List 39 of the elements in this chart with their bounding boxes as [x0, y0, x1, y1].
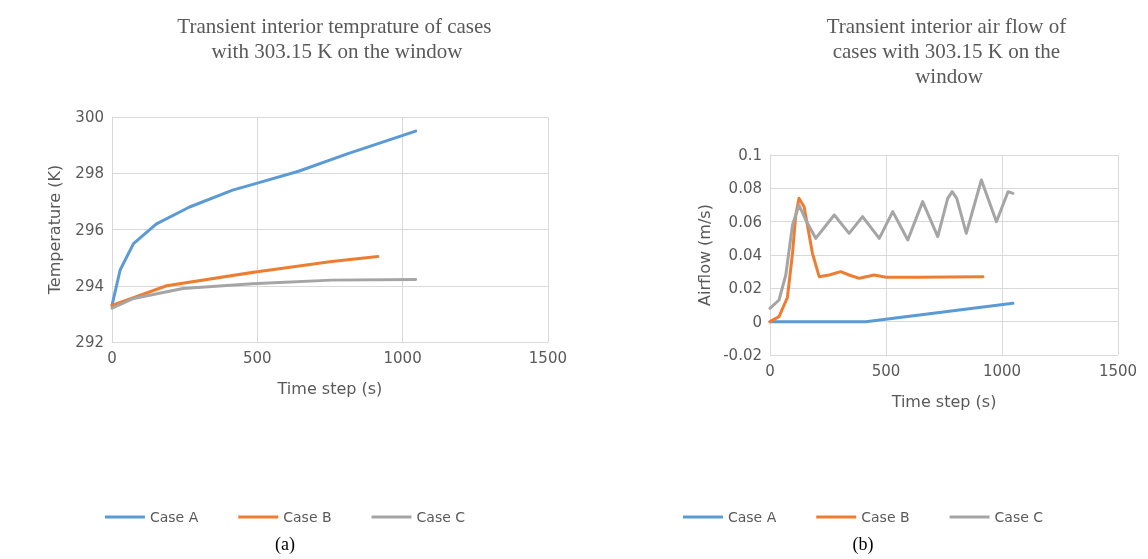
x-tick-label: 1000	[982, 361, 1022, 380]
y-tick-label: 0.04	[728, 246, 762, 264]
y-axis-title: Temperature (K)	[44, 164, 64, 296]
legend-label: Case C	[994, 509, 1044, 525]
text: (a)	[275, 534, 295, 555]
legend-label: Case A	[727, 509, 777, 525]
line-series	[110, 255, 380, 307]
legend-label: Case B	[283, 509, 332, 525]
x-tick-label: 1000	[383, 348, 422, 367]
legend-label: Case B	[861, 509, 910, 525]
x-tick-label: 1500	[1098, 361, 1138, 380]
line-series	[110, 129, 418, 307]
legend-label: Case A	[149, 509, 199, 525]
y-tick-label: 0.06	[728, 212, 762, 231]
y-tick-label: 292	[75, 333, 104, 351]
y-tick-label: 0.1	[738, 146, 762, 164]
text: (b)	[852, 534, 874, 555]
y-tick-label: 294	[75, 276, 104, 295]
x-tick-label: 0	[107, 348, 117, 367]
x-tick-label: 500	[871, 361, 901, 380]
x-axis-title: Time step (s)	[276, 378, 383, 398]
y-axis-title: Airflow (m/s)	[694, 204, 714, 306]
y-tick-label: 300	[75, 108, 104, 126]
line-series	[768, 178, 1015, 310]
y-tick-label: 0.08	[728, 179, 762, 198]
line-series	[110, 278, 418, 310]
y-tick-label: 298	[75, 164, 104, 183]
chart-title: Transient interior temprature of cases with 303.15 K on the window	[177, 13, 497, 63]
x-axis-title: Time step (s)	[890, 391, 997, 411]
y-tick-label: -0.02	[723, 346, 762, 364]
y-tick-label: 0	[752, 312, 762, 331]
x-tick-label: 0	[765, 361, 775, 380]
x-tick-label: 500	[242, 348, 272, 367]
y-tick-label: 296	[75, 220, 104, 239]
y-tick-label: 0.02	[728, 279, 762, 298]
chart-title: Transient interior air flow of cases with 303.15 K on the window	[826, 13, 1072, 88]
legend-label: Case C	[416, 509, 466, 525]
line-series	[768, 196, 985, 324]
x-tick-label: 1500	[528, 348, 568, 367]
